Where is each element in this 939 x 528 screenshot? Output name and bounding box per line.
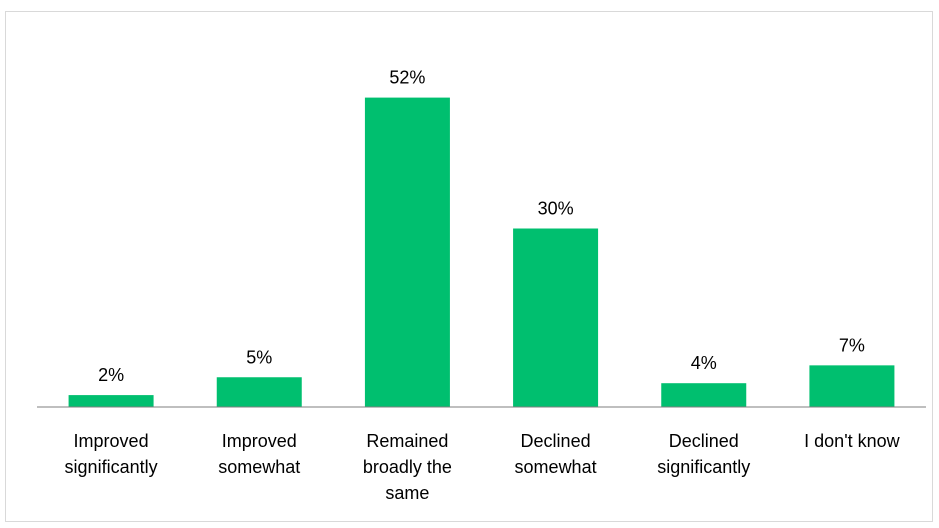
category-label: Improved significantly [65, 431, 158, 477]
category-label-line: somewhat [218, 457, 300, 477]
category-label-line: Improved [74, 431, 149, 451]
bar [68, 395, 154, 407]
bar-value-label: 4% [691, 353, 717, 373]
category-label-line: Declined [521, 431, 591, 451]
bar-value-label: 5% [246, 347, 272, 367]
bar [364, 97, 450, 407]
category-label-line: I don't know [804, 431, 900, 451]
category-label: Remained broadly the same [363, 431, 452, 503]
bar-value-label: 2% [98, 365, 124, 385]
category-label-line: broadly the [363, 457, 452, 477]
category-label: Declined significantly [657, 431, 750, 477]
bars-layer [68, 97, 895, 407]
bar [513, 228, 599, 407]
bar-value-label: 30% [538, 199, 574, 219]
category-label-line: somewhat [515, 457, 597, 477]
category-label-line: significantly [65, 457, 158, 477]
category-label: I don't know [804, 431, 900, 451]
category-label: Declined somewhat [515, 431, 597, 477]
bar [661, 383, 747, 407]
category-label-line: significantly [657, 457, 750, 477]
bar-value-label: 52% [389, 68, 425, 88]
value-labels-layer: 2% 5% 52% 30% 4% 7% [98, 68, 865, 386]
category-label-line: same [385, 483, 429, 503]
category-labels-layer: Improved significantly Improved somewhat Rem… [65, 431, 901, 503]
bar [216, 377, 302, 407]
bar-value-label: 7% [839, 335, 865, 355]
chart-frame [5, 11, 933, 522]
category-label-line: Declined [669, 431, 739, 451]
category-label-line: Improved [222, 431, 297, 451]
category-label-line: Remained [366, 431, 448, 451]
category-label: Improved somewhat [218, 431, 300, 477]
bar [809, 365, 895, 407]
